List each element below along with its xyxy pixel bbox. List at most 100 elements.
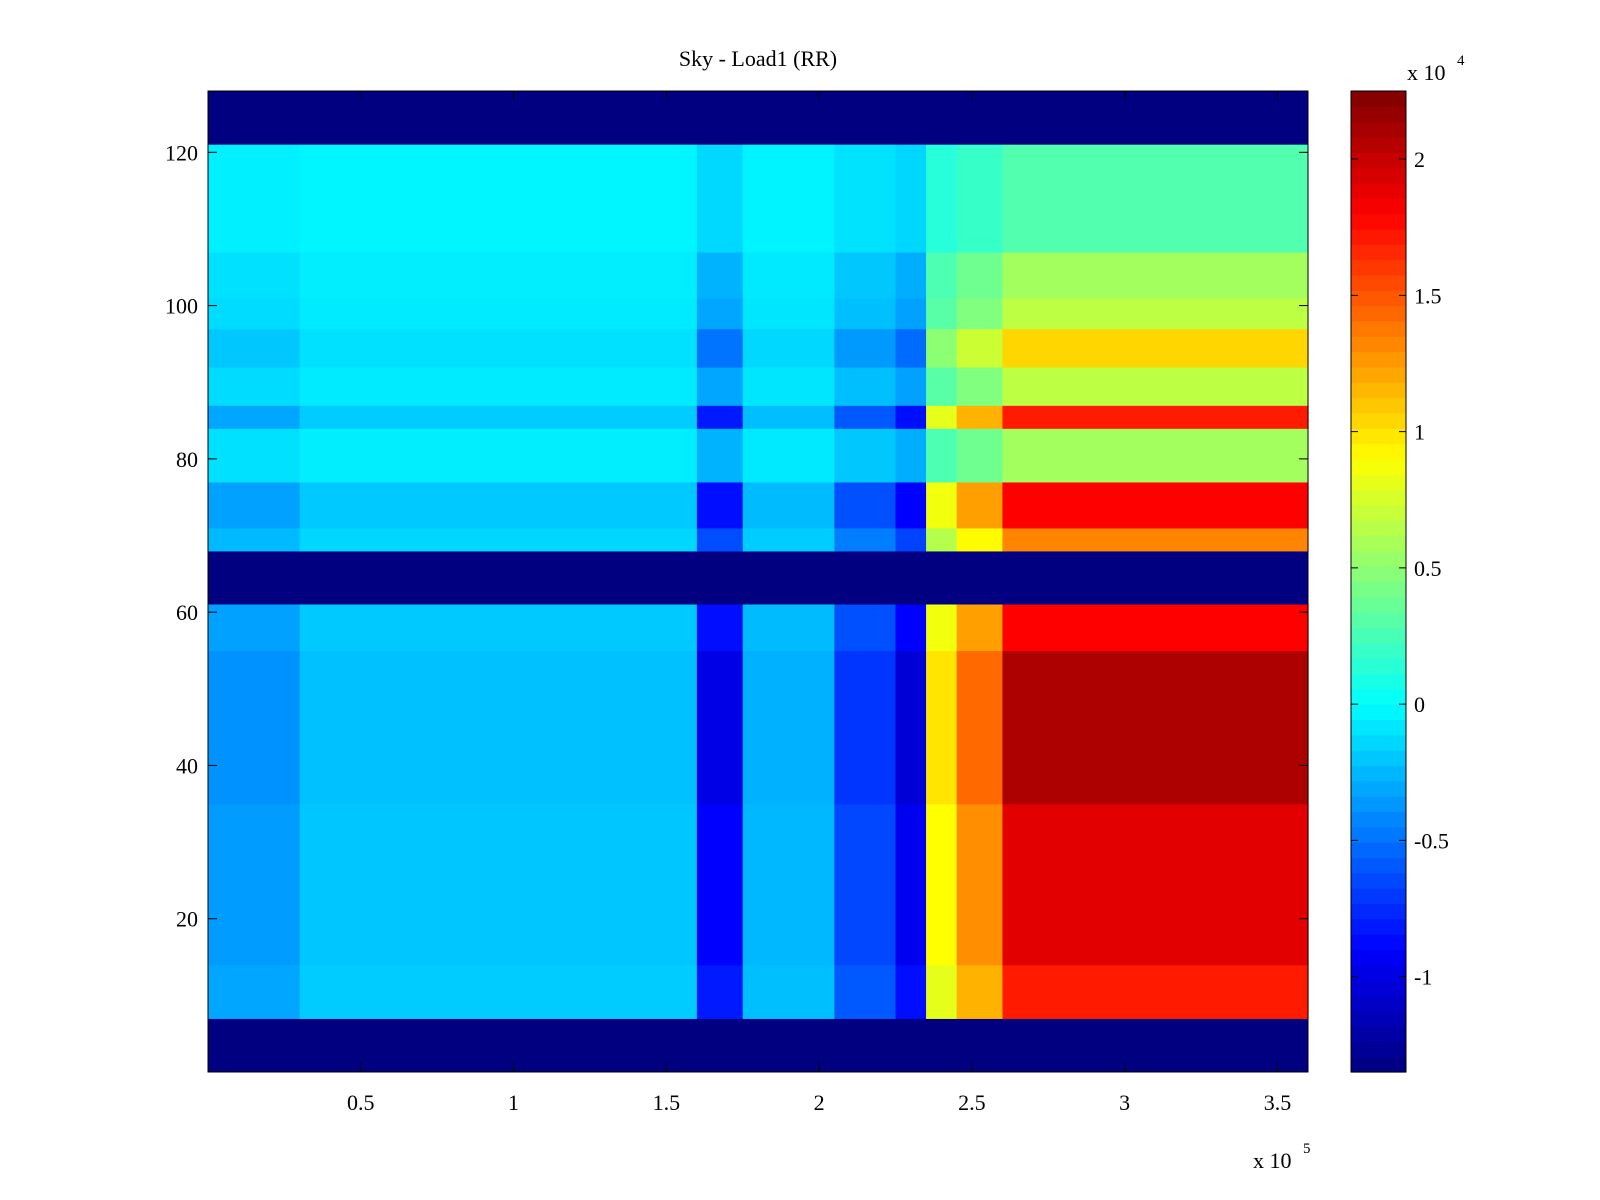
heatmap-cell	[742, 366, 835, 406]
colorbar-swatch	[1351, 458, 1406, 475]
colorbar-swatch	[1351, 918, 1406, 935]
heatmap-cell	[696, 481, 744, 529]
heatmap-cell	[926, 251, 958, 299]
colorbar-swatch	[1351, 397, 1406, 414]
axes-frame	[207, 90, 1309, 1073]
heatmap-cell	[1002, 604, 1309, 652]
heatmap-cell	[895, 604, 927, 652]
colorbar-swatch	[1351, 872, 1406, 889]
colorbar-swatch	[1351, 259, 1406, 276]
colorbar-swatch	[1351, 320, 1406, 337]
colorbar-swatch	[1351, 1041, 1406, 1058]
heatmap-cell	[208, 144, 301, 253]
heatmap-cell	[742, 604, 835, 652]
colorbar-swatch	[1351, 995, 1406, 1012]
colorbar-swatch	[1351, 750, 1406, 767]
x-tick-label: 3.5	[1264, 1090, 1292, 1115]
colorbar-swatch	[1351, 474, 1406, 491]
colorbar-swatch	[1351, 106, 1406, 123]
heatmap-cell	[956, 251, 1004, 299]
colorbar-swatch	[1351, 780, 1406, 797]
heatmap-cell	[1002, 328, 1309, 368]
colorbar-swatch	[1351, 903, 1406, 920]
heatmap-cell	[1002, 144, 1309, 253]
heatmap-cell	[299, 328, 698, 368]
heatmap-cell	[299, 144, 698, 253]
heatmap-cells	[208, 91, 1309, 1072]
colorbar-swatch	[1351, 520, 1406, 537]
heatmap-cell	[834, 604, 897, 652]
heatmap-cell	[895, 144, 927, 253]
heatmap-cell	[299, 803, 698, 966]
colorbar-swatch	[1351, 673, 1406, 690]
heatmap-cell	[696, 604, 744, 652]
heatmap-cell	[208, 328, 301, 368]
colorbar-swatch	[1351, 980, 1406, 996]
heatmap-cell	[895, 328, 927, 368]
heatmap-cell	[742, 428, 835, 483]
heatmap-cell	[299, 297, 698, 330]
x-tick-label: 0.5	[347, 1090, 375, 1115]
colorbar-swatch	[1351, 934, 1406, 950]
heatmap-cell	[1002, 527, 1309, 552]
heatmap-cell	[208, 297, 301, 330]
y-tick-label: 120	[165, 140, 198, 165]
heatmap-cell	[299, 604, 698, 652]
heatmap-cell	[299, 251, 698, 299]
heatmap-cell	[895, 405, 927, 429]
heatmap-cell	[956, 803, 1004, 966]
colorbar-ticks: -1 -0.5 0 0.5 1 1.5 2	[1351, 147, 1449, 990]
colorbar-swatch	[1351, 765, 1406, 782]
heatmap-cell	[208, 527, 301, 552]
colorbar-swatch	[1351, 213, 1406, 230]
heatmap-cell	[1002, 650, 1309, 805]
heatmap-cell	[834, 251, 897, 299]
heatmap-cell	[834, 428, 897, 483]
colorbar-swatch	[1351, 596, 1406, 613]
colorbar-swatch	[1351, 658, 1406, 675]
plot-border	[207, 90, 1309, 1073]
colorbar-swatch	[1351, 91, 1406, 107]
heatmap-cell	[926, 964, 958, 1019]
colorbar-swatch	[1351, 182, 1406, 199]
colorbar-swatch	[1351, 382, 1406, 399]
colorbar-swatch	[1351, 842, 1406, 859]
heatmap-cell	[926, 803, 958, 966]
colorbar-swatch	[1351, 274, 1406, 291]
colorbar-swatch	[1351, 121, 1406, 138]
colorbar-swatch	[1351, 642, 1406, 659]
colorbar-exponent-power: 4	[1457, 53, 1465, 69]
heatmap-cell	[742, 964, 835, 1019]
heatmap-cell	[956, 366, 1004, 406]
heatmap-cell	[696, 428, 744, 483]
heatmap-cell	[834, 964, 897, 1019]
colorbar-swatch	[1351, 504, 1406, 521]
heatmap-cell	[926, 650, 958, 805]
heatmap-cell	[696, 964, 744, 1019]
heatmap-cell	[1002, 251, 1309, 299]
heatmap-cell	[926, 481, 958, 529]
heatmap-cell	[299, 428, 698, 483]
y-tick-label: 100	[165, 294, 198, 319]
heatmap-cell	[299, 964, 698, 1019]
heatmap-cell	[742, 527, 835, 552]
colorbar-swatch	[1351, 704, 1406, 721]
heatmap-cell	[956, 604, 1004, 652]
heatmap-cell	[895, 650, 927, 805]
colorbar-swatch	[1351, 811, 1406, 828]
y-axis-ticks: 20 40 60 80 100 120	[165, 140, 1308, 932]
heatmap-cell	[895, 251, 927, 299]
heatmap-cell	[696, 328, 744, 368]
heatmap-cell	[956, 428, 1004, 483]
heatmap-cell	[742, 144, 835, 253]
colorbar-swatch	[1351, 566, 1406, 583]
colorbar-tick-label: 1	[1414, 420, 1425, 445]
heatmap-cell	[208, 405, 301, 429]
heatmap-cell	[208, 650, 301, 805]
colorbar-swatch	[1351, 612, 1406, 629]
x-tick-label: 1.5	[653, 1090, 681, 1115]
x-axis-ticks: 0.5 1 1.5 2 2.5 3 3.5	[347, 91, 1291, 1115]
heatmap-cell	[926, 527, 958, 552]
